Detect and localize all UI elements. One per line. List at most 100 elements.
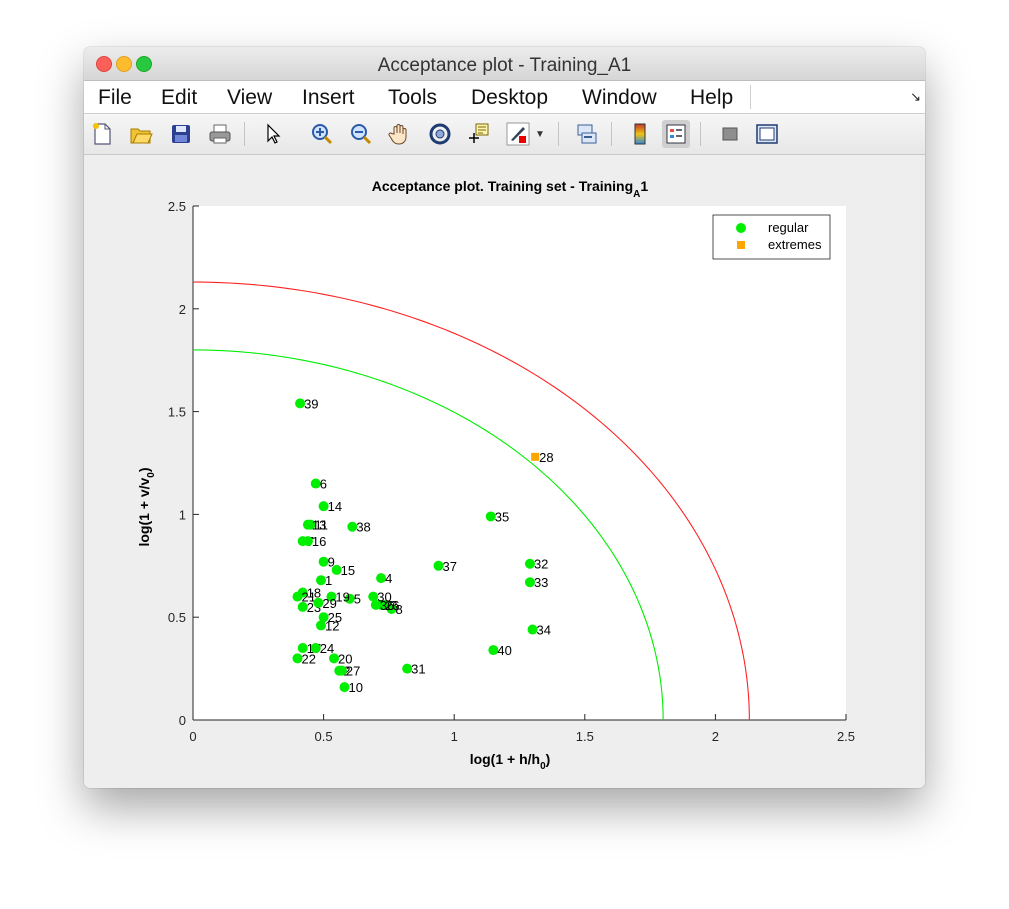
hide-plot-tools-icon[interactable] (716, 120, 744, 148)
limit-curves (192, 281, 750, 721)
regular-point (297, 643, 308, 654)
point-label: 19 (335, 590, 349, 605)
menu-file[interactable]: File (98, 86, 132, 109)
axes-background (193, 206, 846, 720)
point-label: 37 (443, 559, 457, 574)
figure-window: Acceptance plot - Training_A1 File Edit … (84, 47, 925, 788)
legend-swatch-regular (736, 223, 746, 233)
y-tick-label: 2 (179, 302, 186, 317)
point-label: 15 (341, 563, 355, 578)
point-label: 22 (301, 651, 315, 666)
regular-point (433, 560, 444, 571)
brush-icon[interactable] (504, 120, 532, 148)
show-plot-tools-icon[interactable] (753, 120, 781, 148)
regular-point (297, 601, 308, 612)
toolbar-divider (558, 122, 559, 146)
menu-edit[interactable]: Edit (161, 86, 198, 109)
data-cursor-icon[interactable] (465, 120, 493, 148)
dock-arrow-icon[interactable]: ↘ (910, 89, 921, 104)
link-plot-icon[interactable] (573, 120, 601, 148)
point-label: 27 (346, 664, 360, 679)
regular-point (485, 511, 496, 522)
print-icon[interactable] (206, 120, 234, 148)
menu-divider (750, 85, 751, 109)
regular-point (318, 612, 329, 623)
regular-point (370, 599, 381, 610)
save-icon[interactable] (167, 120, 195, 148)
x-tick-label: 0 (189, 729, 196, 744)
menu-view[interactable]: View (227, 86, 273, 109)
y-tick-label: 0 (179, 713, 186, 728)
legend-box (712, 214, 831, 260)
regular-point (329, 653, 340, 664)
regular-point (295, 398, 306, 409)
point-label: 5 (354, 592, 361, 607)
pointer-icon[interactable] (259, 120, 287, 148)
y-tick-label: 1 (179, 507, 186, 522)
minimize-button[interactable] (116, 56, 132, 72)
menu-insert[interactable]: Insert (302, 86, 355, 109)
x-tick-label: 2.5 (837, 729, 855, 744)
regular-point (527, 624, 538, 635)
point-label: 11 (315, 518, 329, 533)
point-label: 32 (534, 557, 548, 572)
legend-icon[interactable] (662, 120, 690, 148)
pan-hand-icon[interactable] (386, 120, 414, 148)
point-label: 4 (385, 571, 392, 586)
point-label: 28 (539, 450, 553, 465)
point-label: 8 (396, 602, 403, 617)
legend-swatch-extremes (737, 241, 745, 249)
regular-point (302, 519, 313, 530)
point-label: 13 (312, 518, 326, 533)
point-label: 12 (325, 618, 339, 633)
colorbar-icon[interactable] (626, 120, 654, 148)
x-tick-label: 0.5 (315, 729, 333, 744)
data-points: 1234567891011121314151617181920212223242… (292, 396, 554, 695)
close-button[interactable] (96, 56, 112, 72)
point-label: 2 (343, 664, 350, 679)
regular-point (368, 591, 379, 602)
axis-ticks: 0 0.5 1 1.5 2 2.5 0 0.5 1 1.5 2 2.5 (168, 199, 855, 744)
y-axis-label: log(1 + v/v0) (136, 467, 157, 546)
legend[interactable]: regular extremes (712, 214, 831, 260)
plot-area (192, 206, 846, 721)
point-label: 14 (328, 499, 342, 514)
regular-point (313, 597, 324, 608)
extreme-point (531, 452, 540, 461)
legend-label: extremes (768, 237, 822, 252)
regular-point (318, 501, 329, 512)
toolbar-divider (244, 122, 245, 146)
regular-point (315, 575, 326, 586)
brush-dropdown-icon[interactable]: ▼ (535, 128, 545, 140)
point-label: 35 (495, 509, 509, 524)
zoom-out-icon[interactable] (347, 120, 375, 148)
point-label: 1 (325, 573, 332, 588)
point-label: 21 (301, 590, 315, 605)
limit-curve (192, 349, 664, 721)
point-label: 9 (328, 555, 335, 570)
menu-tools[interactable]: Tools (388, 86, 438, 109)
point-label: 33 (534, 575, 548, 590)
regular-point (339, 682, 350, 693)
acceptance-plot[interactable]: Acceptance plot. Training set - Training… (84, 155, 925, 788)
open-file-icon[interactable] (127, 120, 155, 148)
title-bar[interactable]: Acceptance plot - Training_A1 (84, 47, 925, 81)
point-label: 26 (385, 598, 399, 613)
zoom-button[interactable] (136, 56, 152, 72)
rotate-3d-icon[interactable] (426, 120, 454, 148)
regular-point (326, 591, 337, 602)
point-label: 34 (537, 623, 551, 638)
point-label: 25 (328, 610, 342, 625)
menu-help[interactable]: Help (690, 86, 734, 109)
x-tick-label: 1.5 (576, 729, 594, 744)
x-tick-label: 2 (712, 729, 719, 744)
menu-window[interactable]: Window (582, 86, 657, 109)
menu-desktop[interactable]: Desktop (471, 86, 549, 109)
new-figure-icon[interactable] (88, 120, 116, 148)
point-label: 39 (304, 396, 318, 411)
figure-canvas: Acceptance plot. Training set - Training… (84, 155, 925, 788)
point-label: 24 (320, 641, 334, 656)
regular-point (292, 591, 303, 602)
zoom-in-icon[interactable] (308, 120, 336, 148)
regular-point (292, 653, 303, 664)
